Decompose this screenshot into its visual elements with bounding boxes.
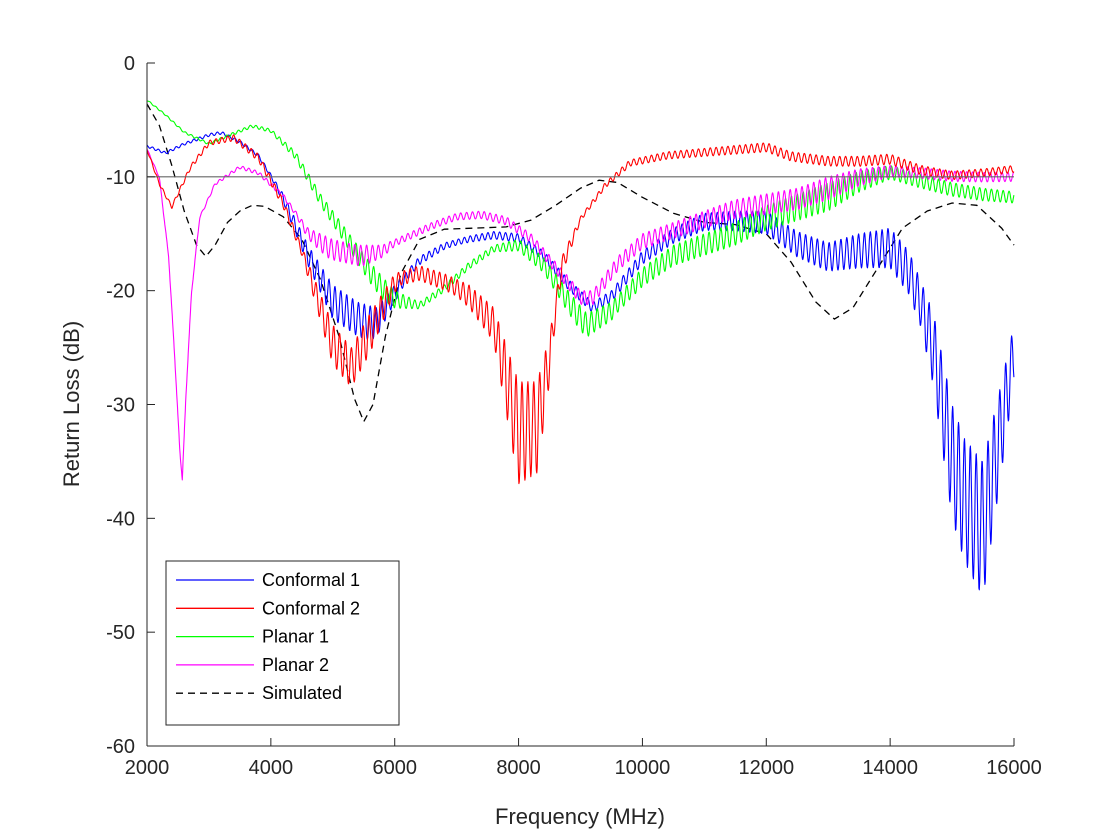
x-axis-label: Frequency (MHz) [495, 804, 665, 829]
legend: Conformal 1 Conformal 2 Planar 1 Planar 2 Si… [165, 560, 400, 726]
y-tick-label: -10 [106, 167, 135, 189]
y-tick-label: -50 [106, 622, 135, 644]
legend-label: Conformal 2 [262, 598, 360, 618]
x-tick-label: 16000 [986, 757, 1042, 779]
x-tick-label: 10000 [615, 757, 671, 779]
series-layer [146, 100, 1015, 591]
x-tick-label: 2000 [125, 757, 170, 779]
legend-label: Planar 2 [262, 655, 329, 675]
legend-label: Planar 1 [262, 627, 329, 647]
legend-label: Conformal 1 [262, 570, 360, 590]
y-tick-label: 0 [124, 53, 135, 75]
y-tick-label: -20 [106, 281, 135, 303]
legend-box [165, 560, 400, 726]
legend-label: Simulated [262, 683, 342, 703]
y-tick-label: -30 [106, 395, 135, 417]
x-tick-label: 12000 [738, 757, 794, 779]
series-line-3 [146, 148, 1015, 481]
x-tick-label: 8000 [496, 757, 541, 779]
y-tick-label: -60 [106, 736, 135, 758]
series-line-0 [146, 131, 1015, 591]
y-tick-label: -40 [106, 508, 135, 530]
series-line-1 [146, 134, 1015, 485]
series-line-4 [146, 103, 1015, 424]
x-tick-label: 14000 [862, 757, 918, 779]
x-tick-label: 6000 [372, 757, 417, 779]
x-tick-label: 4000 [249, 757, 294, 779]
y-axis-label: Return Loss (dB) [59, 321, 84, 487]
series-line-2 [146, 100, 1015, 337]
ticks-layer: 2000 4000 6000 8000 10000 12000 14000 16000 0 -10… [106, 53, 1042, 779]
